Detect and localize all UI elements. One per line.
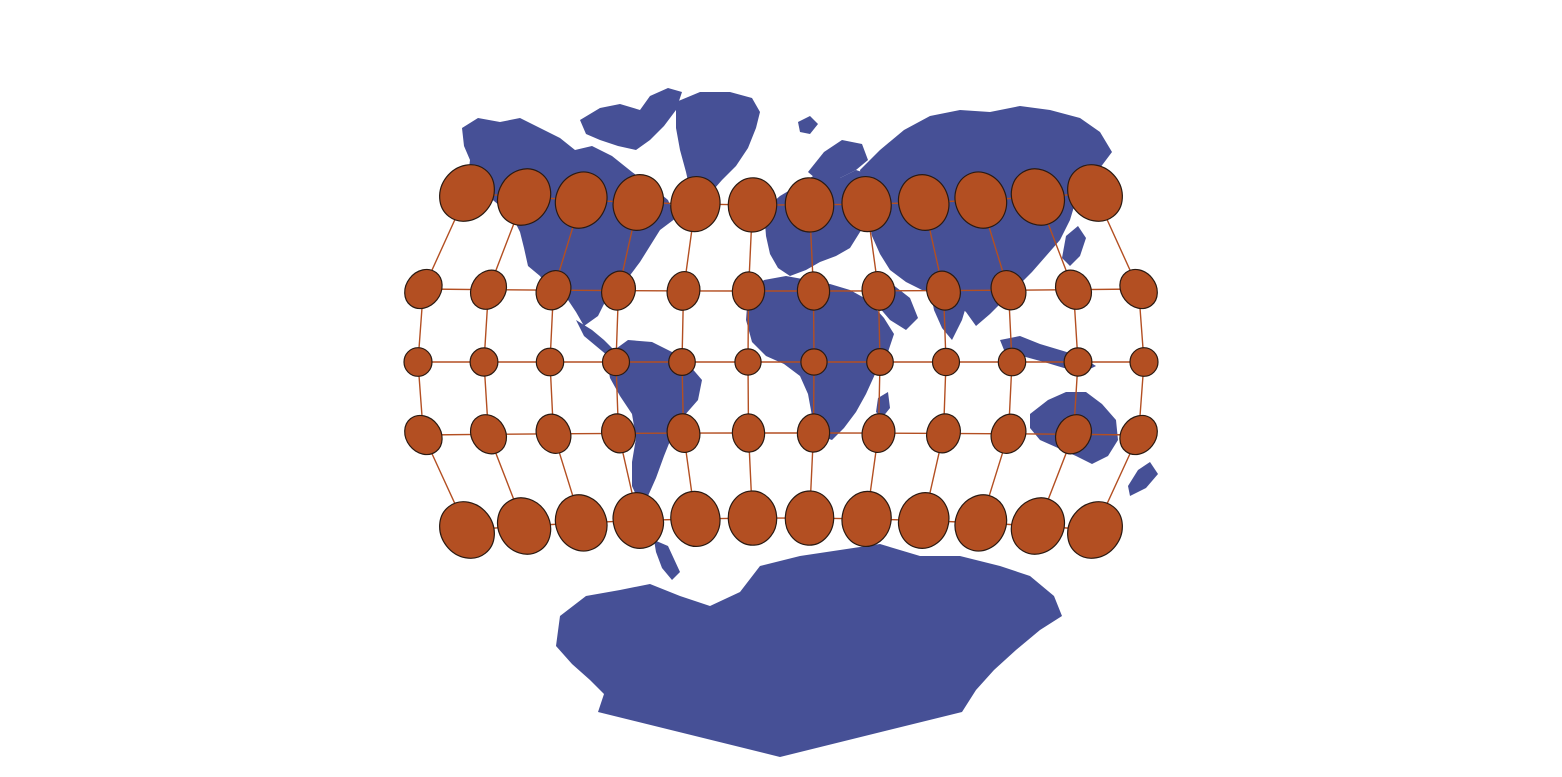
indicatrix--30--60: [601, 413, 636, 454]
indicatrix--60-0: [727, 490, 778, 546]
indicatrix--60-90: [897, 492, 950, 549]
indicatrix--30--30: [666, 413, 701, 454]
indicatrix-60--30: [670, 175, 721, 233]
indicatrix--30--150: [404, 414, 443, 456]
indicatrix--60-180: [1067, 501, 1123, 559]
indicatrix-30-150: [1054, 269, 1093, 310]
indicatrix--30--120: [469, 414, 508, 455]
indicatrix-30-60: [861, 270, 896, 311]
tierra-del-fuego: [654, 540, 680, 580]
new-zealand: [1128, 462, 1158, 496]
indicatrix-0-180: [1129, 347, 1159, 377]
indicatrix--60--120: [496, 497, 552, 555]
indicatrix--60--60: [612, 492, 665, 549]
indicatrix-30--120: [469, 269, 508, 310]
indicatrix--30-0: [731, 413, 766, 453]
indicatrix-30-0: [731, 271, 766, 311]
indicatrix-0-60: [866, 348, 894, 377]
indicatrix-60--90: [554, 171, 608, 229]
indicatrix-30--60: [601, 270, 636, 311]
indicatrix-30-180: [1119, 268, 1158, 310]
indicatrix-60-120: [954, 171, 1008, 229]
indicatrix-60-150: [1010, 168, 1066, 226]
indicatrix--60-150: [1010, 497, 1066, 555]
indicatrix--60-30: [784, 490, 835, 546]
indicatrix-0--120: [469, 347, 499, 377]
tissot-indicatrices: [403, 164, 1159, 559]
indicatrix--30-180: [1119, 414, 1158, 456]
indicatrix--30-150: [1054, 414, 1093, 455]
japan: [1062, 226, 1086, 266]
indicatrix-0-120: [997, 347, 1027, 377]
indicatrix-0-90: [931, 347, 961, 377]
indicatrix-60-90: [897, 174, 950, 231]
scandinavia: [808, 140, 868, 184]
indicatrix-0--150: [403, 347, 433, 377]
indicatrix--60--150: [439, 501, 495, 559]
antarctica: [556, 544, 1062, 757]
indicatrix-30-90: [926, 270, 961, 311]
indicatrix--30-30: [796, 413, 831, 453]
indicatrix--60-60: [841, 490, 892, 548]
indicatrix--60--90: [554, 494, 608, 552]
indicatrix--60-120: [954, 494, 1008, 552]
indicatrix-30--30: [666, 270, 701, 311]
central-america: [576, 320, 614, 356]
indicatrix--30--90: [535, 413, 572, 454]
iceland: [798, 116, 818, 134]
indicatrix-60--150: [439, 164, 495, 222]
indicatrix-0-150: [1063, 347, 1093, 377]
indicatrix-60-180: [1067, 164, 1123, 222]
indicatrix-0--60: [601, 347, 631, 377]
indicatrix-60-0: [727, 177, 778, 233]
indicatrix-60-30: [784, 177, 835, 233]
indicatrix-30--150: [404, 268, 443, 310]
indicatrix-0-0: [734, 348, 762, 376]
arctic-islands: [580, 88, 682, 150]
indicatrix-0--30: [668, 348, 696, 377]
indicatrix--30-120: [990, 413, 1027, 454]
indicatrix-30-30: [796, 271, 831, 311]
indicatrix-0-30: [800, 348, 828, 376]
indicatrix--60--30: [670, 490, 721, 548]
indicatrix-0--90: [535, 347, 565, 377]
indicatrix-60-60: [841, 175, 892, 233]
indicatrix-30-120: [990, 270, 1027, 311]
indicatrix-60--60: [612, 174, 665, 231]
south-america: [606, 340, 702, 504]
indicatrix-30--90: [535, 270, 572, 311]
indicatrix-60--120: [496, 168, 552, 226]
indicatrix--30-90: [926, 413, 961, 454]
indicatrix--30-60: [861, 413, 896, 454]
